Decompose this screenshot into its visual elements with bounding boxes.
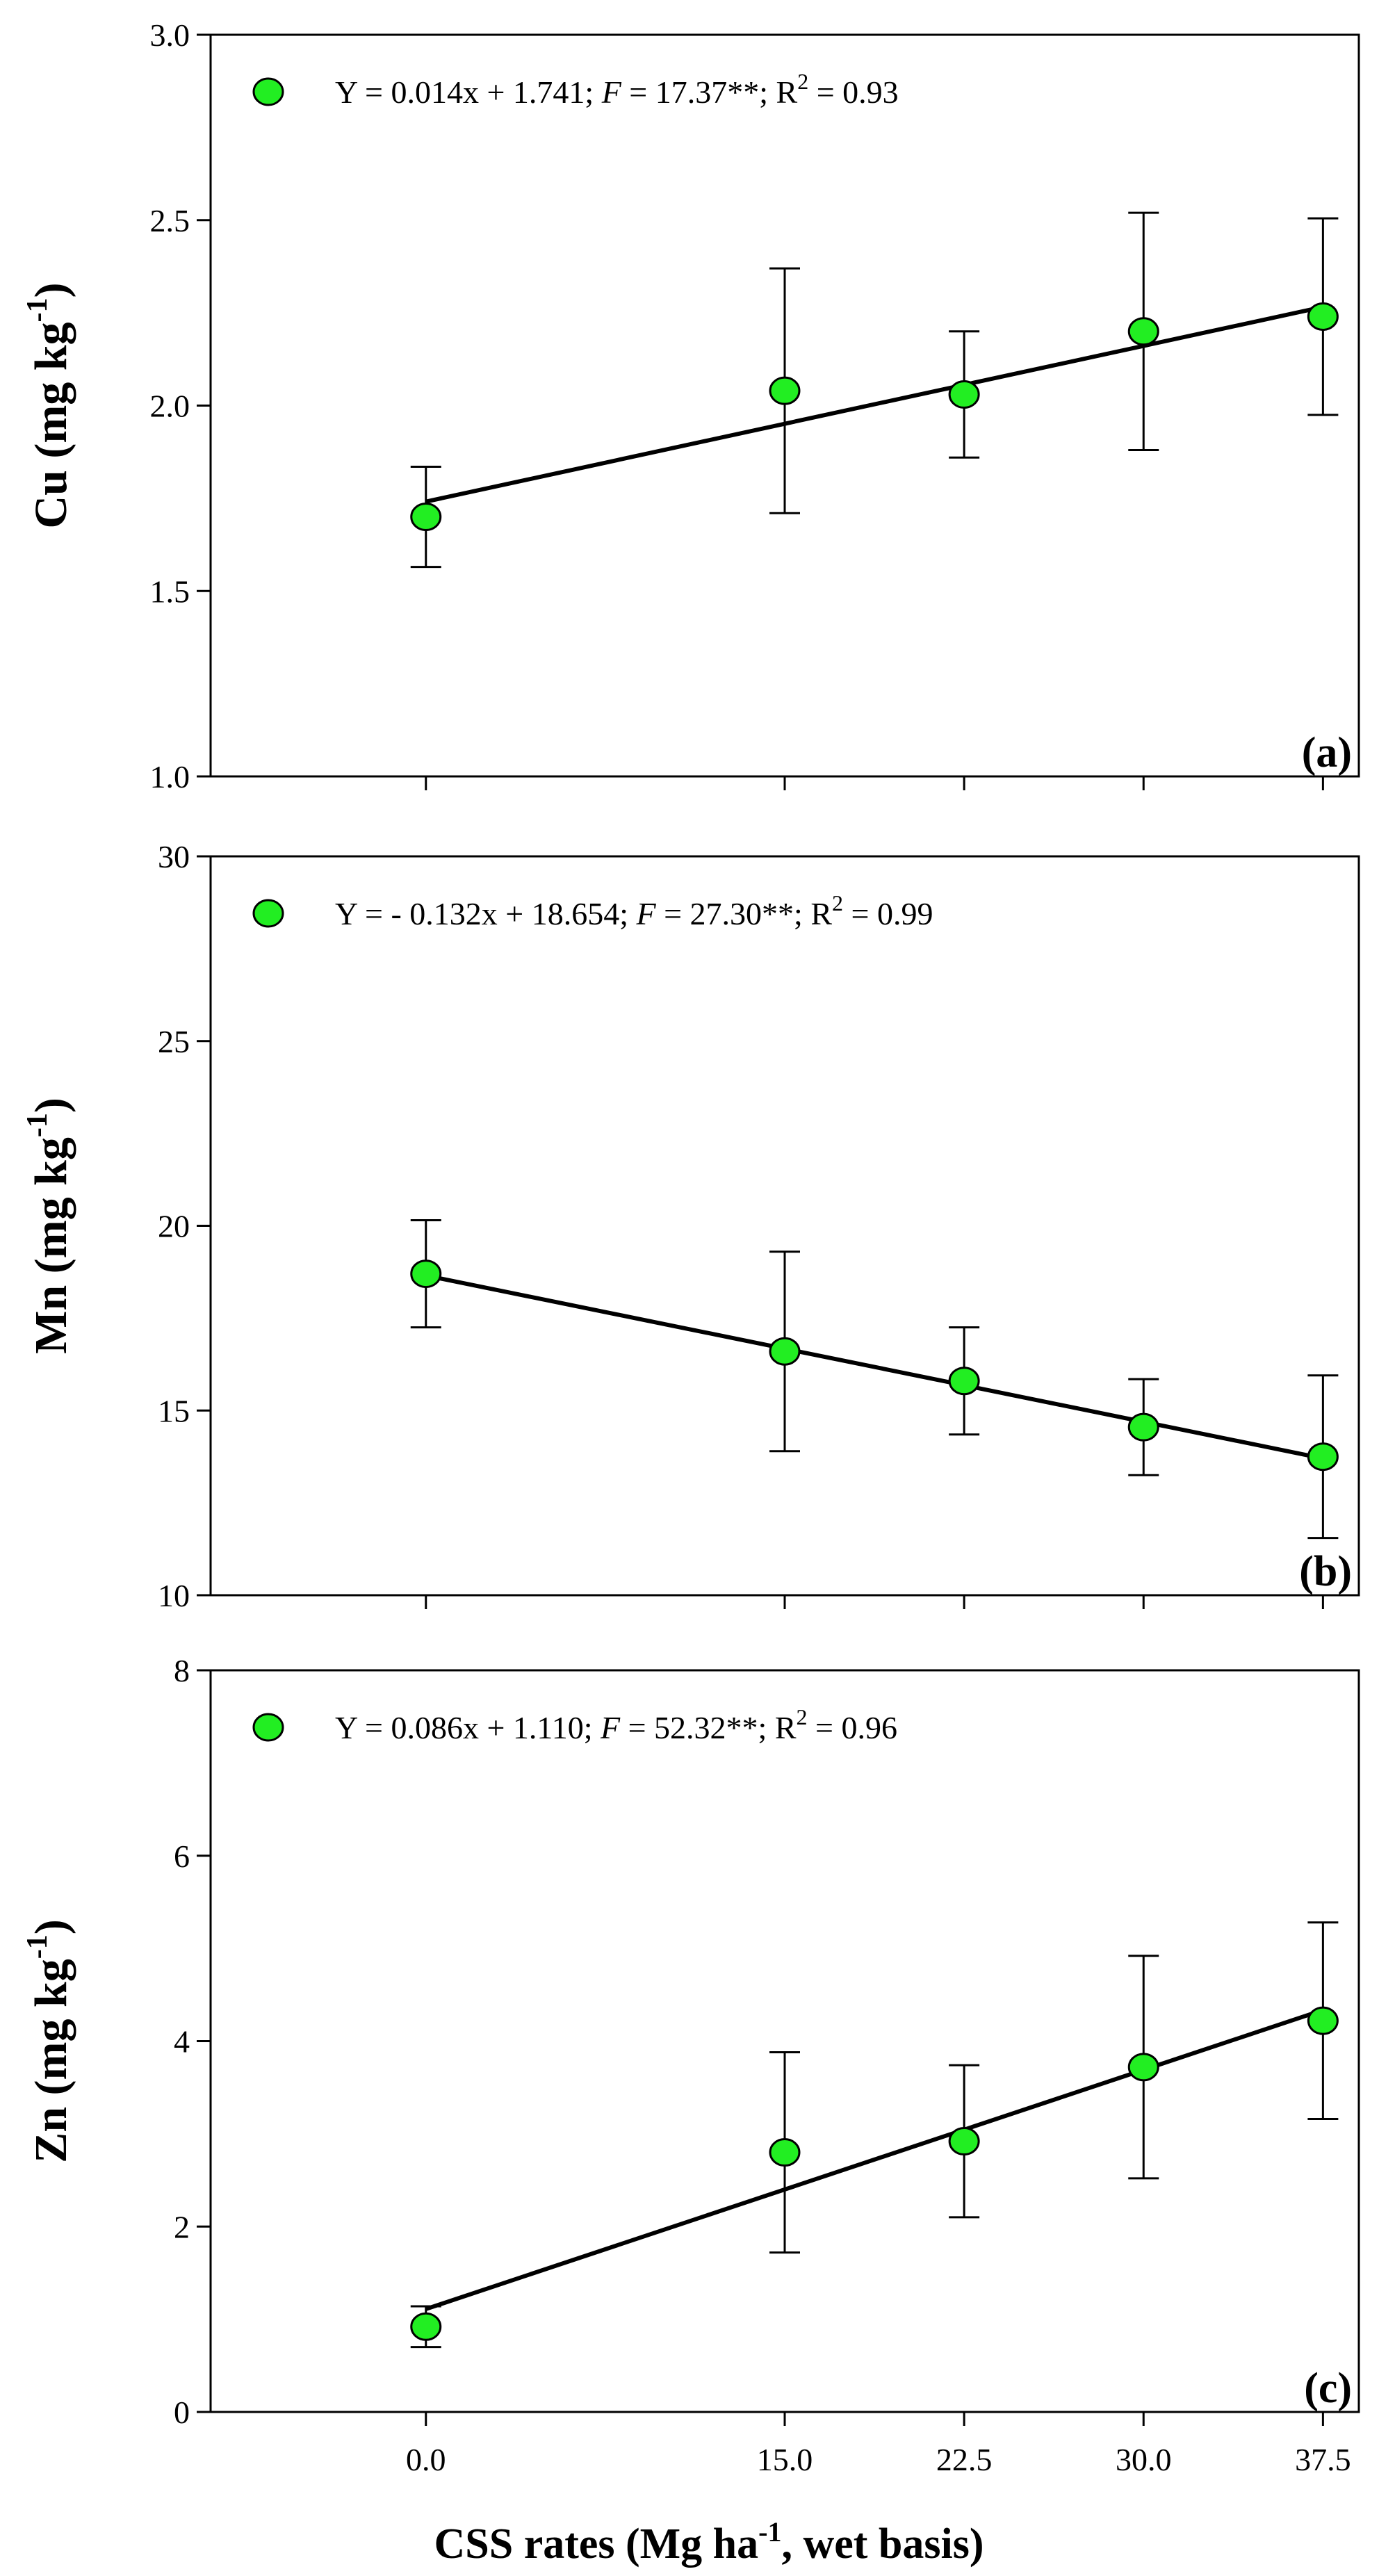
- x-axis-title: CSS rates (Mg ha-1, wet basis): [434, 2516, 984, 2568]
- panels: 1.0 1.5 2.0 2.5 3.0 Cu (mg kg-1) Y = 0.014x + …: [22, 17, 1360, 2477]
- panel-c-plot-frame: [209, 1669, 1360, 2413]
- panel-c-data-point: [1307, 2006, 1339, 2035]
- panel-c-label: (c): [1304, 2365, 1352, 2412]
- panel-c-x-tick-label: 15.0: [757, 2442, 813, 2477]
- panel-b-data-point: [769, 1337, 801, 1366]
- panel-a-fit-line: [425, 304, 1324, 504]
- panel-a-y-tick-label: 2.0: [150, 389, 190, 424]
- panel-b-fit-line: [425, 1273, 1323, 1461]
- panel-a: 1.0 1.5 2.0 2.5 3.0 Cu (mg kg-1) Y = 0.014x + …: [22, 17, 1360, 794]
- panel-a-y-tick-label: 3.0: [150, 17, 190, 53]
- panel-a-data-point: [1127, 317, 1159, 346]
- panel-b-data-point: [410, 1260, 442, 1289]
- panel-b-y-tick-label: 10: [158, 1578, 190, 1613]
- panel-c-x-tick-label: 30.0: [1116, 2442, 1172, 2477]
- panel-a-legend-equation: Y = 0.014x + 1.741; F = 17.37**; R2 = 0.…: [335, 69, 899, 110]
- panel-c-data-point: [769, 2138, 801, 2167]
- panel-b-y-tick-label: 15: [158, 1393, 190, 1428]
- panel-c-y-axis-title: Zn (mg kg-1): [22, 1919, 76, 2162]
- panel-c-x-tick-label: 0.0: [406, 2442, 446, 2477]
- panel-b-data-point: [1307, 1442, 1339, 1472]
- panel-c: 0 2 4 6 8 0.0 15.0 22.5 30.0 37.5 Zn (mg kg-1) Y = …: [22, 1653, 1360, 2477]
- panel-b-data-point: [1127, 1412, 1159, 1442]
- panel-c-y-tick-label: 6: [174, 1839, 190, 1874]
- panel-c-data-point: [1127, 2053, 1159, 2082]
- panel-a-legend-marker: [252, 77, 284, 106]
- panel-a-y-tick-label: 1.5: [150, 573, 190, 609]
- panel-b-label: (b): [1299, 1548, 1352, 1595]
- panel-c-y-tick-label: 0: [174, 2395, 190, 2430]
- panel-c-x-tick-label: 37.5: [1295, 2442, 1351, 2477]
- panel-b-data-point: [948, 1367, 980, 1396]
- panel-b-legend-equation: Y = - 0.132x + 18.654; F = 27.30**; R2 =…: [335, 890, 933, 931]
- panel-b-y-tick-label: 25: [158, 1024, 190, 1059]
- panel-c-legend-marker: [252, 1713, 284, 1742]
- panel-a-y-tick-label: 1.0: [150, 759, 190, 794]
- panel-b-y-tick-label: 30: [158, 839, 190, 874]
- panel-b-legend-marker: [252, 899, 284, 928]
- panel-c-data-point: [948, 2127, 980, 2156]
- panel-c-legend-equation: Y = 0.086x + 1.110; F = 52.32**; R2 = 0.…: [335, 1704, 897, 1745]
- panel-b: 10 15 20 25 30 Mn (mg kg-1) Y = - 0.132x + 18.…: [22, 839, 1360, 1613]
- panel-b-y-axis-title: Mn (mg kg-1): [22, 1098, 76, 1354]
- panel-c-x-tick-label: 22.5: [936, 2442, 993, 2477]
- panel-c-y-tick-label: 8: [174, 1653, 190, 1688]
- panel-c-y-tick-label: 2: [174, 2209, 190, 2244]
- panel-a-data-point: [769, 376, 801, 405]
- panel-a-data-point: [410, 503, 442, 532]
- panel-a-data-point: [948, 380, 980, 409]
- panel-b-plot-frame: [209, 855, 1360, 1597]
- panel-a-label: (a): [1302, 729, 1352, 776]
- panel-a-data-point: [1307, 302, 1339, 331]
- panel-a-y-axis-title: Cu (mg kg-1): [22, 282, 76, 528]
- panel-a-y-tick-label: 2.5: [150, 203, 190, 238]
- panel-c-fit-line: [425, 2007, 1324, 2311]
- panel-c-y-tick-label: 4: [174, 2024, 190, 2060]
- panel-b-y-tick-label: 20: [158, 1209, 190, 1244]
- panel-c-data-point: [410, 2312, 442, 2341]
